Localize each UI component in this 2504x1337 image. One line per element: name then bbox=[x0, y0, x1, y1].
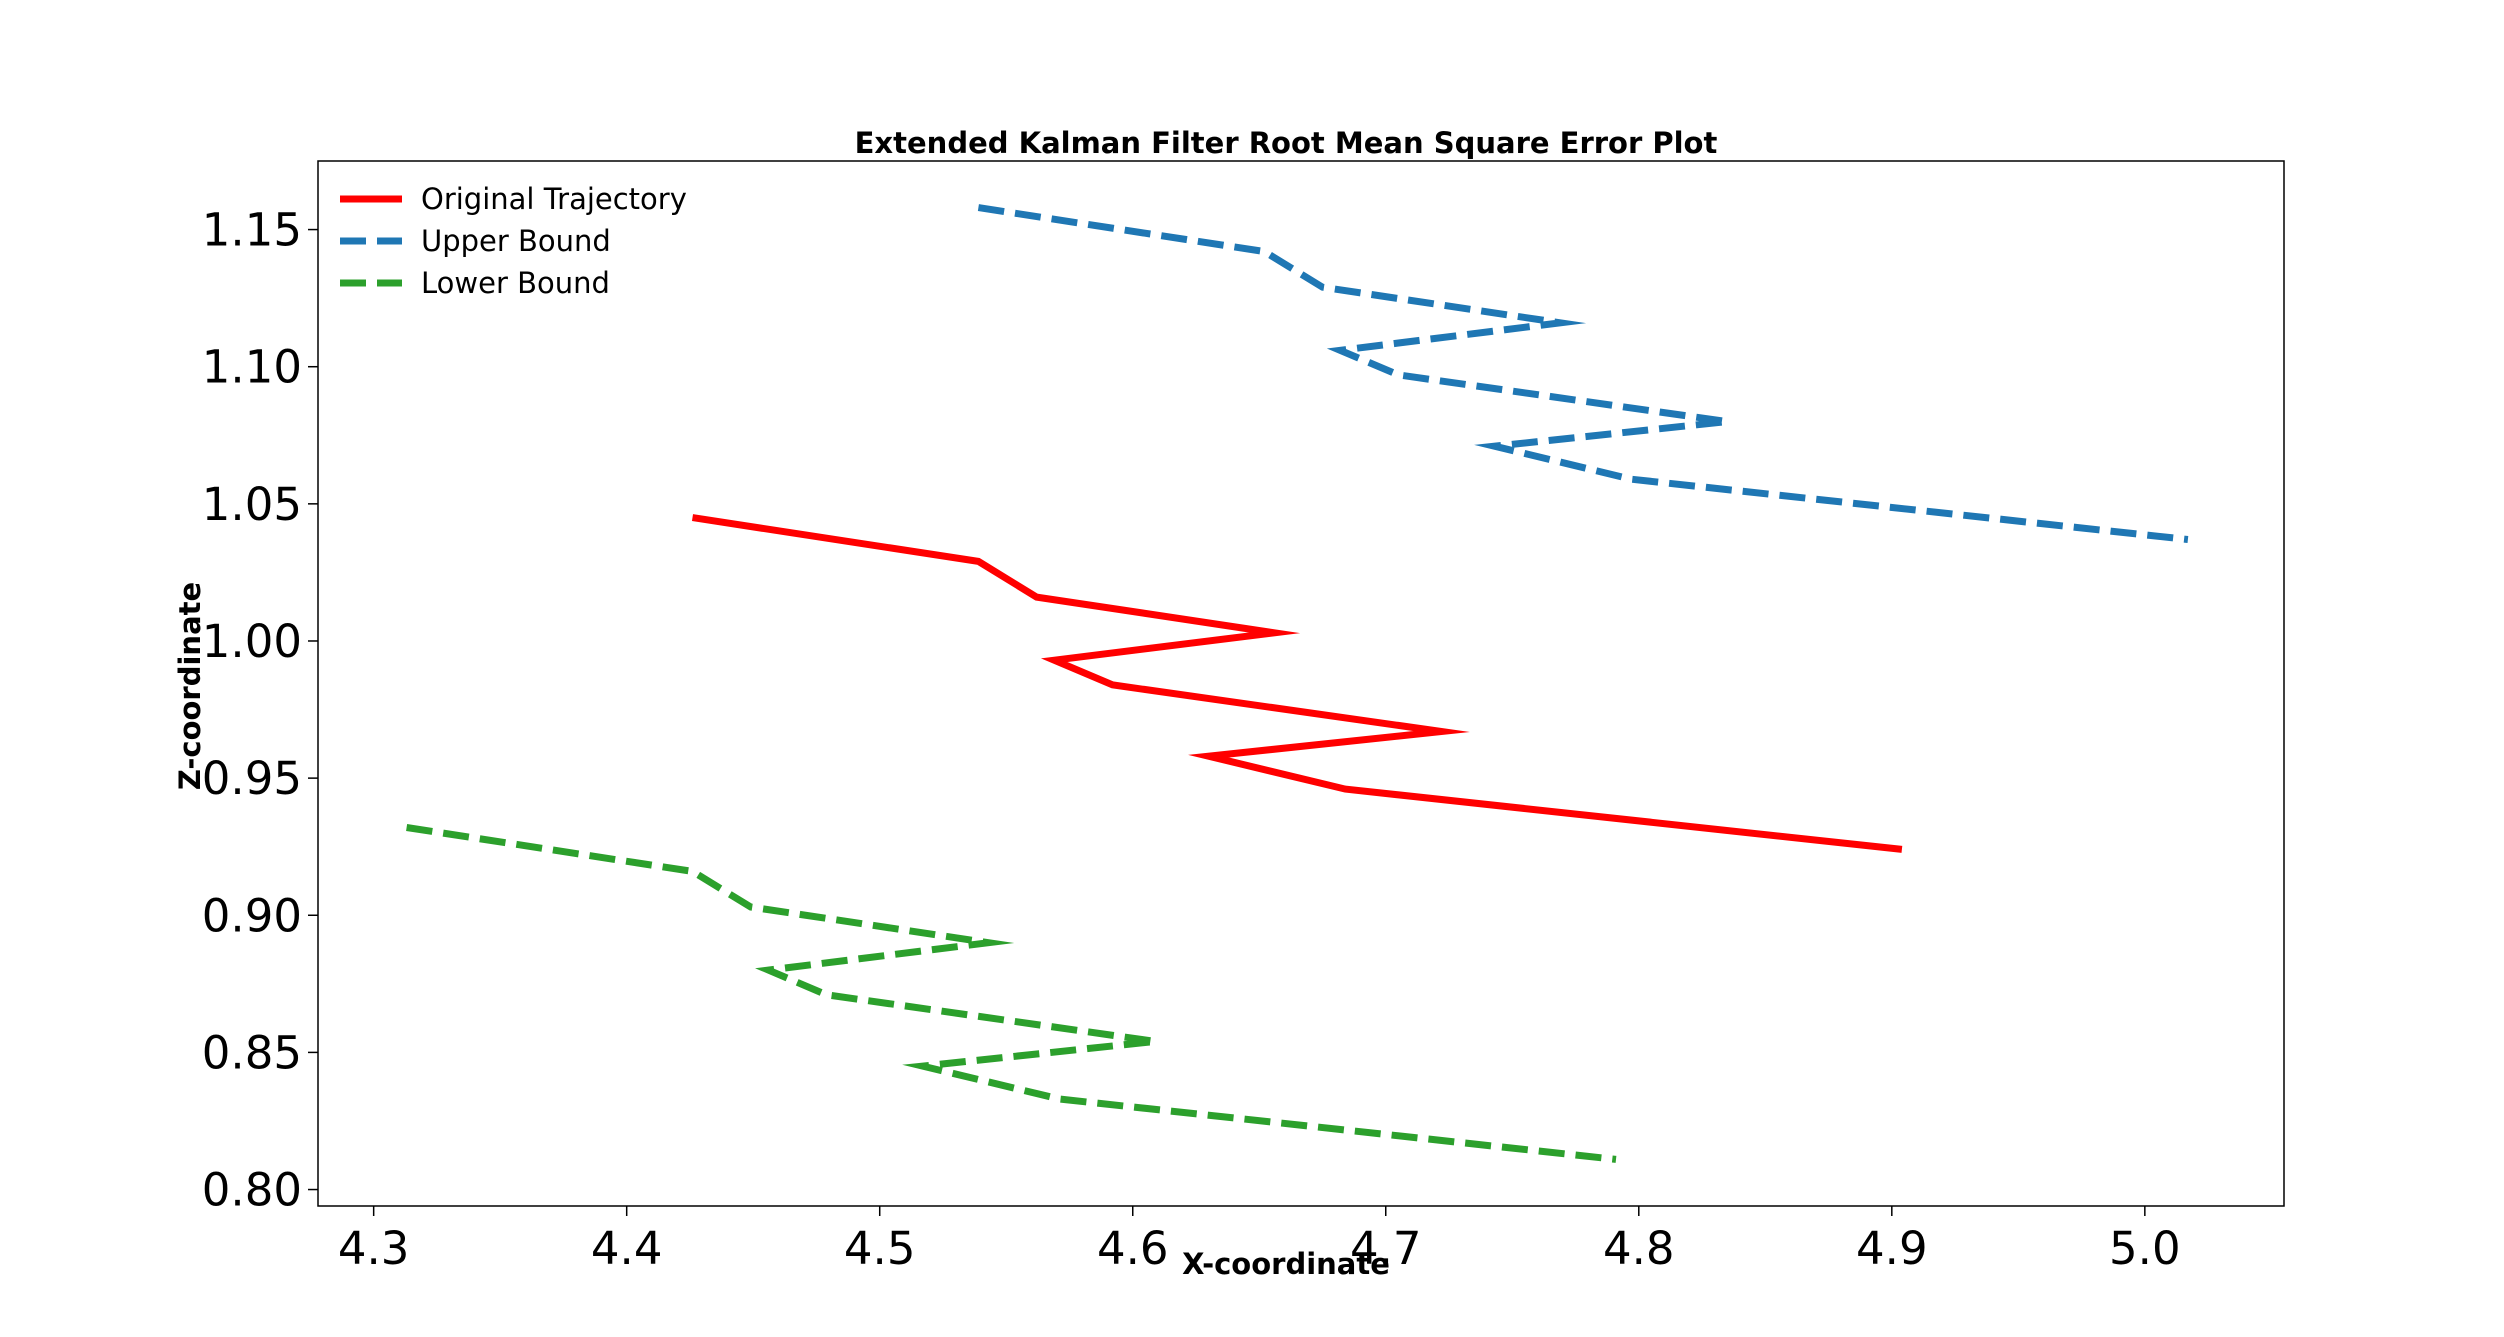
y-tick-label: 1.15 bbox=[202, 204, 302, 257]
x-tick-label: 4.7 bbox=[1350, 1222, 1422, 1275]
x-tick-label: 4.6 bbox=[1097, 1222, 1169, 1275]
plot-frame bbox=[317, 160, 2285, 1207]
chart-title: Extended Kalman Filter Root Mean Square … bbox=[855, 126, 1718, 160]
x-tick-label: 4.3 bbox=[338, 1222, 410, 1275]
y-tick-label: 0.85 bbox=[202, 1026, 302, 1079]
y-tick-label: 0.90 bbox=[202, 889, 302, 942]
x-tick-label: 4.8 bbox=[1603, 1222, 1675, 1275]
x-axis-label: X-coordinate bbox=[1182, 1247, 1390, 1281]
x-tick-label: 4.4 bbox=[591, 1222, 663, 1275]
y-tick-label: 1.00 bbox=[202, 615, 302, 668]
legend-label: Upper Bound bbox=[421, 224, 611, 258]
legend-label: Original Trajectory bbox=[421, 182, 687, 216]
legend-label: Lower Bound bbox=[421, 266, 610, 300]
y-tick-label: 1.05 bbox=[202, 478, 302, 531]
x-tick-label: 4.9 bbox=[1856, 1222, 1928, 1275]
x-tick-label: 4.5 bbox=[844, 1222, 916, 1275]
y-tick-label: 0.95 bbox=[202, 752, 302, 805]
axis-ticks: 4.3 4.4 4.5 4.6 4.7 4.8 4.9 5.0 0.80 0.85 0.90 0.95… bbox=[202, 204, 2181, 1275]
series-line-upper-bound bbox=[977, 204, 2189, 543]
legend: Original Trajectory Upper Bound Lower Boun… bbox=[340, 182, 687, 300]
x-tick-label: 5.0 bbox=[2109, 1222, 2181, 1275]
plot-area bbox=[406, 204, 2189, 1163]
series-line-lower-bound bbox=[406, 824, 1617, 1163]
series-line-original-trajectory bbox=[691, 514, 1903, 853]
y-axis-label: Z-coordinate bbox=[173, 582, 207, 790]
y-tick-label: 1.10 bbox=[202, 341, 302, 394]
y-tick-label: 0.80 bbox=[202, 1164, 302, 1217]
